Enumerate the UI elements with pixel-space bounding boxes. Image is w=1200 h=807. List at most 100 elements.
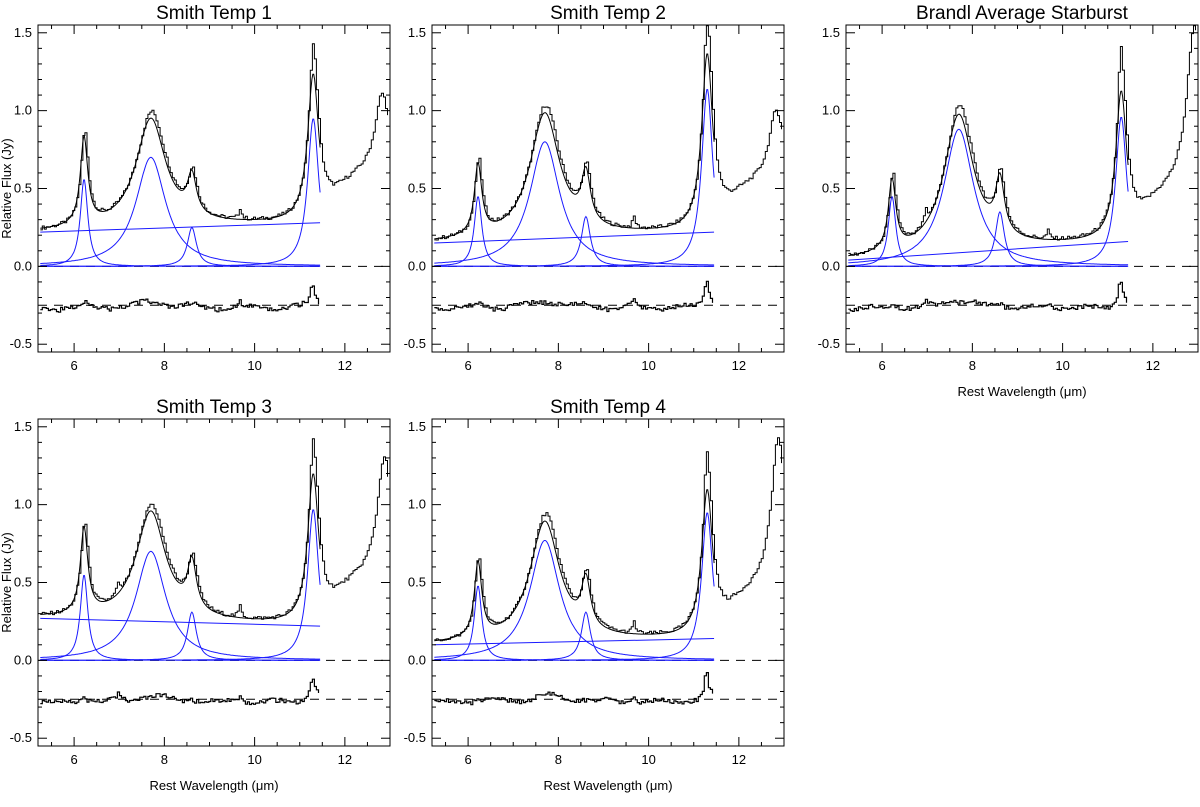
feature-11-3-component bbox=[434, 512, 715, 661]
y-tick-label: 1.5 bbox=[408, 419, 426, 434]
y-tick-label: 1.5 bbox=[408, 25, 426, 40]
plot-area: 6 8 10 12 -0.5 0.0 0.5 1.0 1.5 Relative Flux (Jy)… bbox=[0, 418, 391, 793]
panel-smith-temp-2: Smith Temp 2 6 8 10 12 -0.5 0.0 0.5 1.0 1.5 bbox=[404, 3, 785, 373]
fit-model-line bbox=[434, 489, 715, 642]
x-tick-label: 12 bbox=[732, 752, 746, 767]
feature-11-3-component bbox=[434, 89, 715, 267]
panel-title: Smith Temp 1 bbox=[156, 3, 272, 24]
panel-title: Brandl Average Starburst bbox=[916, 3, 1129, 24]
y-tick-label: 0.0 bbox=[822, 258, 840, 273]
observed-spectrum bbox=[40, 438, 388, 620]
continuum-component bbox=[40, 222, 321, 233]
y-tick-label: 1.5 bbox=[822, 25, 840, 40]
x-tick-label: 12 bbox=[338, 358, 352, 373]
x-tick-label: 8 bbox=[555, 752, 562, 767]
y-tick-label: -0.5 bbox=[10, 336, 32, 351]
panel-smith-temp-3: Smith Temp 3 6 8 10 12 -0.5 0.0 0.5 1.0 1.5 Relat… bbox=[0, 397, 391, 793]
x-tick-label: 6 bbox=[464, 358, 471, 373]
observed-spectrum bbox=[40, 43, 388, 231]
y-tick-label: 0.5 bbox=[14, 181, 32, 196]
y-tick-label: 1.0 bbox=[408, 497, 426, 512]
observed-spectrum bbox=[434, 437, 782, 642]
feature-11-3-component bbox=[848, 117, 1129, 267]
fit-model-line bbox=[40, 473, 321, 620]
x-tick-label: 6 bbox=[70, 358, 77, 373]
x-tick-label: 10 bbox=[641, 752, 655, 767]
fit-model-line bbox=[40, 73, 321, 229]
feature-7-7-component bbox=[40, 550, 321, 660]
y-tick-label: 0.0 bbox=[14, 258, 32, 273]
feature-6-2-component bbox=[848, 196, 1129, 267]
x-tick-label: 6 bbox=[878, 358, 885, 373]
y-tick-label: 0.0 bbox=[408, 652, 426, 667]
feature-11-3-component bbox=[40, 118, 321, 267]
continuum-component bbox=[40, 617, 321, 627]
x-tick-label: 10 bbox=[247, 358, 261, 373]
y-tick-label: 1.0 bbox=[408, 103, 426, 118]
y-tick-label: 1.5 bbox=[14, 25, 32, 40]
x-tick-label: 12 bbox=[1146, 358, 1160, 373]
plot-area: 6 8 10 12 -0.5 0.0 0.5 1.0 1.5 Rest Wavelength (μ… bbox=[818, 24, 1199, 399]
observed-spectrum bbox=[848, 25, 1196, 256]
y-tick-label: 0.0 bbox=[14, 652, 32, 667]
y-axis-label: Relative Flux (Jy) bbox=[0, 138, 14, 238]
panel-title: Smith Temp 2 bbox=[550, 3, 666, 24]
residual-spectrum bbox=[434, 672, 714, 706]
feature-6-2-component bbox=[40, 575, 321, 661]
y-tick-label: 0.0 bbox=[408, 258, 426, 273]
y-axis-label: Relative Flux (Jy) bbox=[0, 532, 14, 632]
x-axis-label: Rest Wavelength (μm) bbox=[149, 778, 278, 793]
x-axis-label: Rest Wavelength (μm) bbox=[957, 384, 1086, 399]
plot-area: 6 8 10 12 -0.5 0.0 0.5 1.0 1.5 Relative Flux (Jy) bbox=[0, 24, 391, 373]
x-tick-label: 10 bbox=[247, 752, 261, 767]
x-tick-label: 10 bbox=[641, 358, 655, 373]
plot-frame bbox=[431, 24, 785, 353]
feature-6-2-component bbox=[40, 179, 321, 267]
y-tick-label: 0.5 bbox=[408, 575, 426, 590]
residual-spectrum bbox=[40, 285, 320, 313]
plot-frame bbox=[845, 24, 1199, 353]
x-tick-label: 6 bbox=[70, 752, 77, 767]
x-tick-label: 8 bbox=[555, 358, 562, 373]
feature-8-6-component bbox=[40, 226, 321, 267]
y-tick-label: 0.5 bbox=[822, 181, 840, 196]
continuum-component bbox=[434, 638, 715, 646]
y-tick-label: 0.5 bbox=[408, 181, 426, 196]
feature-11-3-component bbox=[40, 509, 321, 661]
residual-spectrum bbox=[848, 281, 1128, 312]
residual-spectrum bbox=[40, 678, 320, 706]
feature-7-7-component bbox=[40, 156, 321, 266]
plot-area: 6 8 10 12 -0.5 0.0 0.5 1.0 1.5 bbox=[404, 24, 785, 373]
y-tick-label: 1.0 bbox=[14, 497, 32, 512]
y-tick-label: -0.5 bbox=[818, 336, 840, 351]
x-tick-label: 10 bbox=[1055, 358, 1069, 373]
panel-smith-temp-4: Smith Temp 4 6 8 10 12 -0.5 0.0 0.5 1.0 1.5 Rest … bbox=[404, 397, 785, 793]
y-tick-label: -0.5 bbox=[404, 336, 426, 351]
fit-model-line bbox=[434, 53, 715, 240]
x-tick-label: 6 bbox=[464, 752, 471, 767]
fit-model-line bbox=[848, 90, 1129, 257]
panel-title: Smith Temp 3 bbox=[156, 397, 272, 418]
y-tick-label: -0.5 bbox=[404, 730, 426, 745]
feature-7-7-component bbox=[848, 128, 1129, 266]
x-axis-label: Rest Wavelength (μm) bbox=[543, 778, 672, 793]
x-tick-label: 8 bbox=[161, 752, 168, 767]
feature-7-7-component bbox=[434, 540, 715, 660]
y-tick-label: 0.5 bbox=[14, 575, 32, 590]
feature-6-2-component bbox=[434, 585, 715, 661]
panel-brandl-average-starburst: Brandl Average Starburst 6 8 10 12 -0.5 0.0 0.… bbox=[818, 3, 1199, 399]
y-tick-label: 1.0 bbox=[14, 103, 32, 118]
x-tick-label: 8 bbox=[969, 358, 976, 373]
x-tick-label: 8 bbox=[161, 358, 168, 373]
feature-8-6-component bbox=[848, 210, 1129, 267]
plot-area: 6 8 10 12 -0.5 0.0 0.5 1.0 1.5 Rest Wavelength (μ… bbox=[404, 418, 785, 793]
y-tick-label: -0.5 bbox=[10, 730, 32, 745]
continuum-component bbox=[434, 231, 715, 244]
panel-title: Smith Temp 4 bbox=[550, 397, 666, 418]
x-tick-label: 12 bbox=[732, 358, 746, 373]
y-tick-label: 1.5 bbox=[14, 419, 32, 434]
observed-spectrum bbox=[434, 25, 782, 241]
x-tick-label: 12 bbox=[338, 752, 352, 767]
residual-spectrum bbox=[434, 280, 714, 313]
